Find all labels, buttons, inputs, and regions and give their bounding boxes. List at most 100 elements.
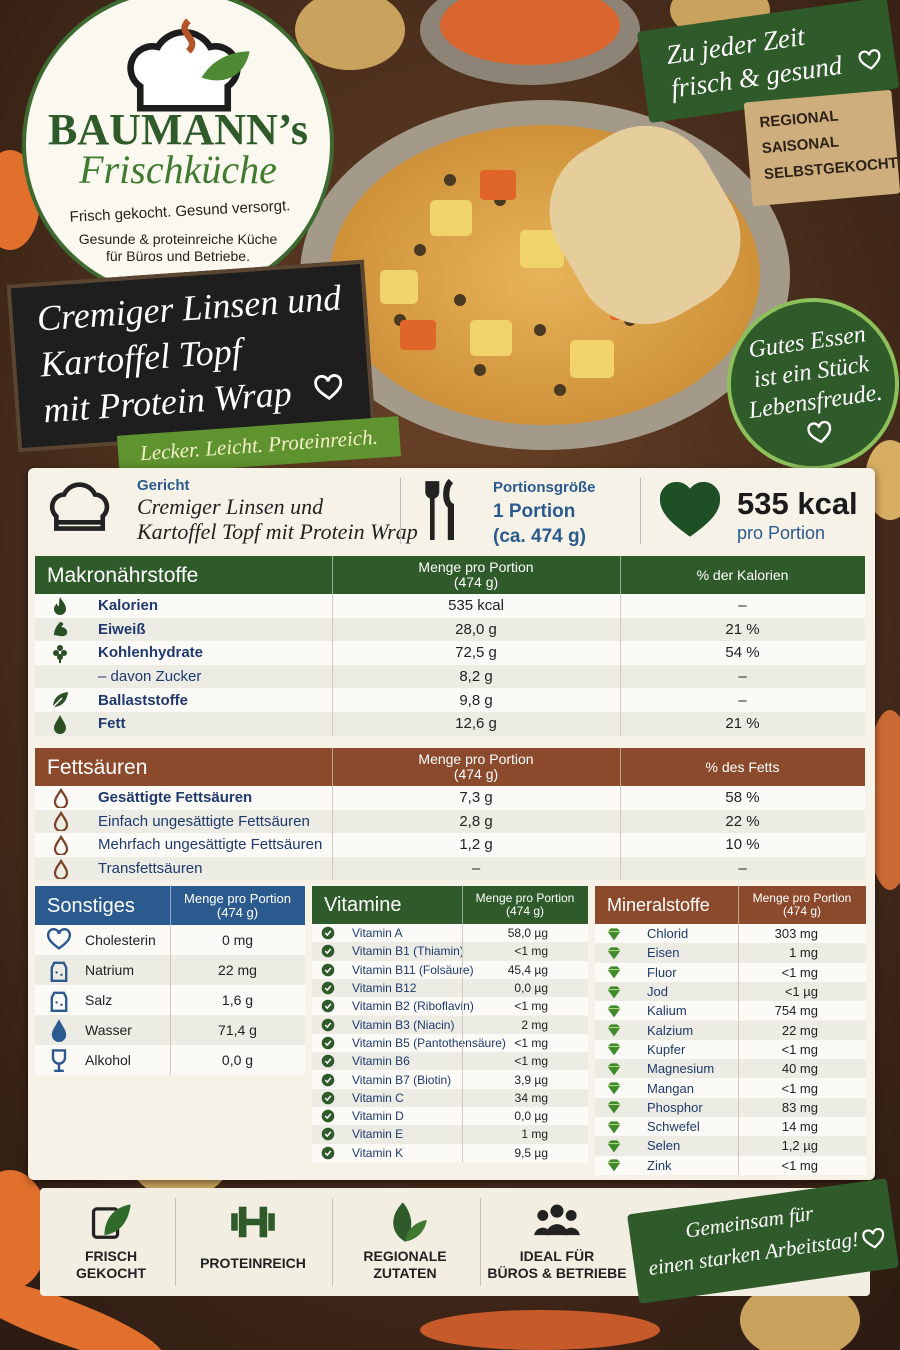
table-row: Eiweiß 28,0 g 21 % (35, 617, 865, 642)
row-icon (50, 643, 70, 663)
table-divider (332, 712, 333, 736)
heart-icon-svg (858, 49, 881, 70)
table-divider (332, 594, 333, 618)
heart-icon-svg (314, 374, 343, 400)
table-col-head: % des Fetts (705, 759, 780, 775)
row-label: Kupfer (647, 1041, 686, 1057)
row-icon-svg (53, 858, 69, 880)
feature-icon (381, 1198, 429, 1246)
row-label: Vitamin B11 (Folsäure) (352, 962, 474, 977)
table-row: Salz 1,6 g (35, 985, 305, 1015)
table-divider (620, 809, 621, 834)
table-divider (462, 960, 463, 979)
row-icon (321, 926, 335, 940)
row-value: 54 % (725, 644, 760, 662)
dish-title: Kartoffel Topf (38, 330, 243, 385)
table-row: Mehrfach ungesättigte Fettsäuren 1,2 g 10 … (35, 833, 865, 857)
heart-icon-svg (862, 1227, 885, 1249)
divider (175, 1198, 176, 1286)
row-icon (321, 963, 335, 977)
row-icon-svg (54, 622, 68, 637)
row-icon (606, 1138, 622, 1154)
table-col-head: Menge pro Portion (418, 751, 534, 767)
table-row: Vitamin C 34 mg (312, 1088, 588, 1107)
table-row: Cholesterin 0 mg (35, 925, 305, 955)
row-value: 14 mg (781, 1119, 818, 1135)
row-icon (606, 926, 622, 942)
table-header: Fettsäuren Menge pro Portion (474 g) % des … (35, 748, 865, 786)
row-icon-svg (607, 985, 621, 998)
table-title: Sonstiges (47, 894, 135, 917)
table-divider (738, 1136, 739, 1156)
row-value: 1,2 µg (781, 1138, 818, 1154)
row-icon (50, 690, 70, 710)
row-value: <1 mg (781, 964, 819, 980)
row-value: 71,4 g (218, 1022, 257, 1038)
table-divider (332, 688, 333, 712)
row-value: – (738, 597, 747, 615)
row-value: 1 mg (521, 1127, 548, 1142)
feature-label: BÜROS & BETRIEBE (487, 1265, 627, 1281)
table-row: Vitamin B6 <1 mg (312, 1052, 588, 1071)
row-value: 22 mg (218, 962, 257, 978)
row-icon (47, 1018, 71, 1042)
table-divider (738, 1020, 739, 1040)
row-icon (47, 958, 71, 982)
table-divider (620, 786, 621, 810)
table-divider (462, 1070, 463, 1089)
row-label: Cholesterin (85, 932, 156, 948)
table-divider (620, 856, 621, 881)
feature-icon-svg (534, 1204, 580, 1236)
table-divider (332, 833, 333, 857)
table-divider (620, 748, 621, 786)
row-value: 40 mg (781, 1061, 818, 1077)
row-icon-svg (321, 926, 335, 940)
table-row: Selen 1,2 µg (595, 1136, 866, 1156)
row-label: Magnesium (647, 1061, 715, 1077)
table-row: Transfettsäuren – – (35, 856, 865, 881)
table-row: Fluor <1 mg (595, 962, 866, 982)
row-value: 10 % (725, 836, 760, 854)
row-value: <1 mg (781, 1041, 819, 1057)
table-row: Mangan <1 mg (595, 1078, 866, 1098)
row-icon (51, 811, 71, 833)
divider (640, 478, 641, 544)
row-icon (321, 1054, 335, 1068)
table-divider (738, 1001, 739, 1021)
row-value: 28,0 g (455, 620, 497, 638)
table-row: Fett 12,6 g 21 % (35, 712, 865, 736)
feature-icon-svg (91, 1204, 131, 1239)
row-value: 0,0 g (221, 1052, 254, 1068)
row-icon-svg (607, 966, 621, 979)
row-icon (321, 981, 335, 995)
row-icon-svg (52, 692, 68, 708)
row-icon (321, 1109, 335, 1123)
table-divider (332, 617, 333, 642)
table-divider (738, 962, 739, 982)
table-col-head: Menge pro Portion (752, 891, 852, 905)
row-icon (606, 1119, 622, 1135)
table-row: Chlorid 303 mg (595, 924, 866, 944)
row-icon-svg (321, 1054, 335, 1068)
row-label: Fluor (647, 964, 677, 980)
table-divider (620, 594, 621, 618)
feature-label: FRISCH (84, 1248, 138, 1264)
table-divider (620, 617, 621, 642)
sign-text: SELBSTGEKOCHT (763, 154, 899, 184)
row-icon (606, 1061, 622, 1077)
table-divider (738, 981, 739, 1002)
table-divider (462, 1143, 463, 1162)
row-label: Schwefel (647, 1119, 700, 1135)
heart-icon (659, 482, 721, 542)
row-icon-svg (607, 1159, 621, 1172)
row-value: 535 kcal (448, 597, 504, 615)
row-label: Einfach ungesättigte Fettsäuren (98, 812, 310, 830)
table-divider (170, 955, 171, 985)
sign-text: SAISONAL (761, 133, 840, 158)
row-icon-svg (50, 961, 68, 982)
table-row: Schwefel 14 mg (595, 1117, 866, 1137)
table-divider (462, 1125, 463, 1144)
row-value: <1 mg (514, 1035, 548, 1050)
row-value: 22 % (725, 812, 760, 830)
row-label: Vitamin B12 (352, 981, 417, 996)
